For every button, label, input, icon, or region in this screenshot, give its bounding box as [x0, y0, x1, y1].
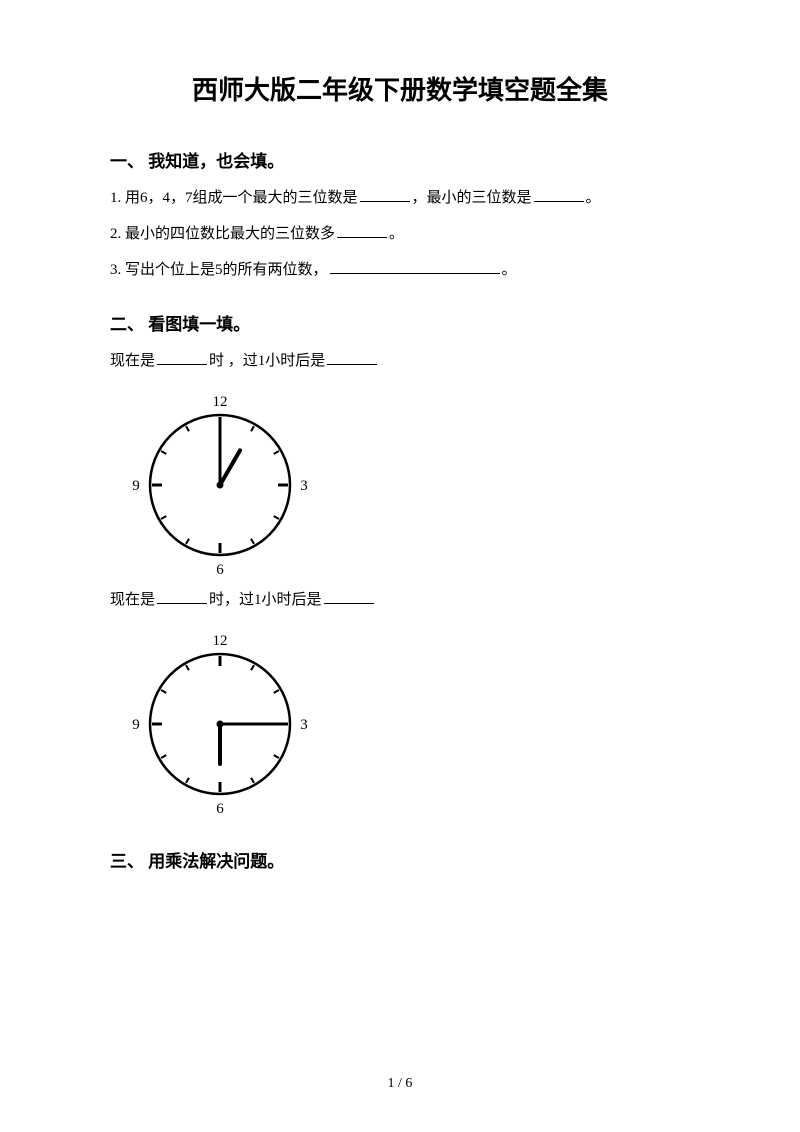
question-1: 1. 用6，4，7组成一个最大的三位数是 ，最小的三位数是 。 [110, 186, 690, 210]
q1-blank-2 [534, 187, 584, 202]
page-container: 西师大版二年级下册数学填空题全集 一、 我知道，也会填。 1. 用6，4，7组成… [0, 0, 800, 872]
section-1: 一、 我知道，也会填。 1. 用6，4，7组成一个最大的三位数是 ，最小的三位数是… [110, 147, 690, 282]
page-title: 西师大版二年级下册数学填空题全集 [110, 70, 690, 107]
svg-text:3: 3 [300, 478, 308, 494]
clock-2-wrap: 12 3 6 9 [130, 624, 690, 819]
c2-text-b: 时，过1小时后是 [209, 592, 322, 608]
q3-text-b: 。 [502, 262, 517, 278]
svg-text:9: 9 [132, 717, 140, 733]
question-2: 2. 最小的四位数比最大的三位数多 。 [110, 222, 690, 246]
clock1-question: 现在是 时 ，过1小时后是 [110, 349, 690, 373]
q1-blank-1 [360, 187, 410, 202]
svg-text:6: 6 [216, 562, 224, 575]
q2-text-b: 。 [389, 226, 404, 242]
section-3: 三、 用乘法解决问题。 [110, 847, 690, 872]
svg-text:3: 3 [300, 717, 308, 733]
svg-text:12: 12 [213, 633, 228, 649]
c2-text-a: 现在是 [110, 592, 155, 608]
q1-text-c: 。 [586, 190, 601, 206]
c1-text-a: 现在是 [110, 353, 155, 369]
clock-2-svg: 12 3 6 9 [130, 624, 310, 814]
page-number: 1 / 6 [0, 1076, 800, 1092]
clock2-question: 现在是 时，过1小时后是 [110, 588, 690, 612]
q1-text-a: 1. 用6，4，7组成一个最大的三位数是 [110, 190, 358, 206]
c2-blank-1 [157, 589, 207, 604]
c1-text-b: 时 ，过1小时后是 [209, 353, 325, 369]
q2-blank-1 [337, 223, 387, 238]
section-1-heading: 一、 我知道，也会填。 [110, 147, 690, 172]
question-3: 3. 写出个位上是5的所有两位数， 。 [110, 258, 690, 282]
svg-text:12: 12 [213, 394, 228, 410]
q3-text-a: 3. 写出个位上是5的所有两位数， [110, 262, 328, 278]
section-3-heading: 三、 用乘法解决问题。 [110, 847, 690, 872]
section-2-heading: 二、 看图填一填。 [110, 310, 690, 335]
c1-blank-1 [157, 350, 207, 365]
q1-text-b: ，最小的三位数是 [412, 190, 532, 206]
c1-blank-2 [327, 350, 377, 365]
svg-text:9: 9 [132, 478, 140, 494]
q2-text-a: 2. 最小的四位数比最大的三位数多 [110, 226, 335, 242]
c2-blank-2 [324, 589, 374, 604]
clock-1-wrap: 12 3 6 9 [130, 385, 690, 580]
svg-text:6: 6 [216, 801, 224, 814]
q3-blank-1 [330, 259, 500, 274]
clock-1-svg: 12 3 6 9 [130, 385, 310, 575]
section-2: 二、 看图填一填。 现在是时 ，过1小时后是 12369 现在是时，过1小时后是… [110, 310, 690, 819]
